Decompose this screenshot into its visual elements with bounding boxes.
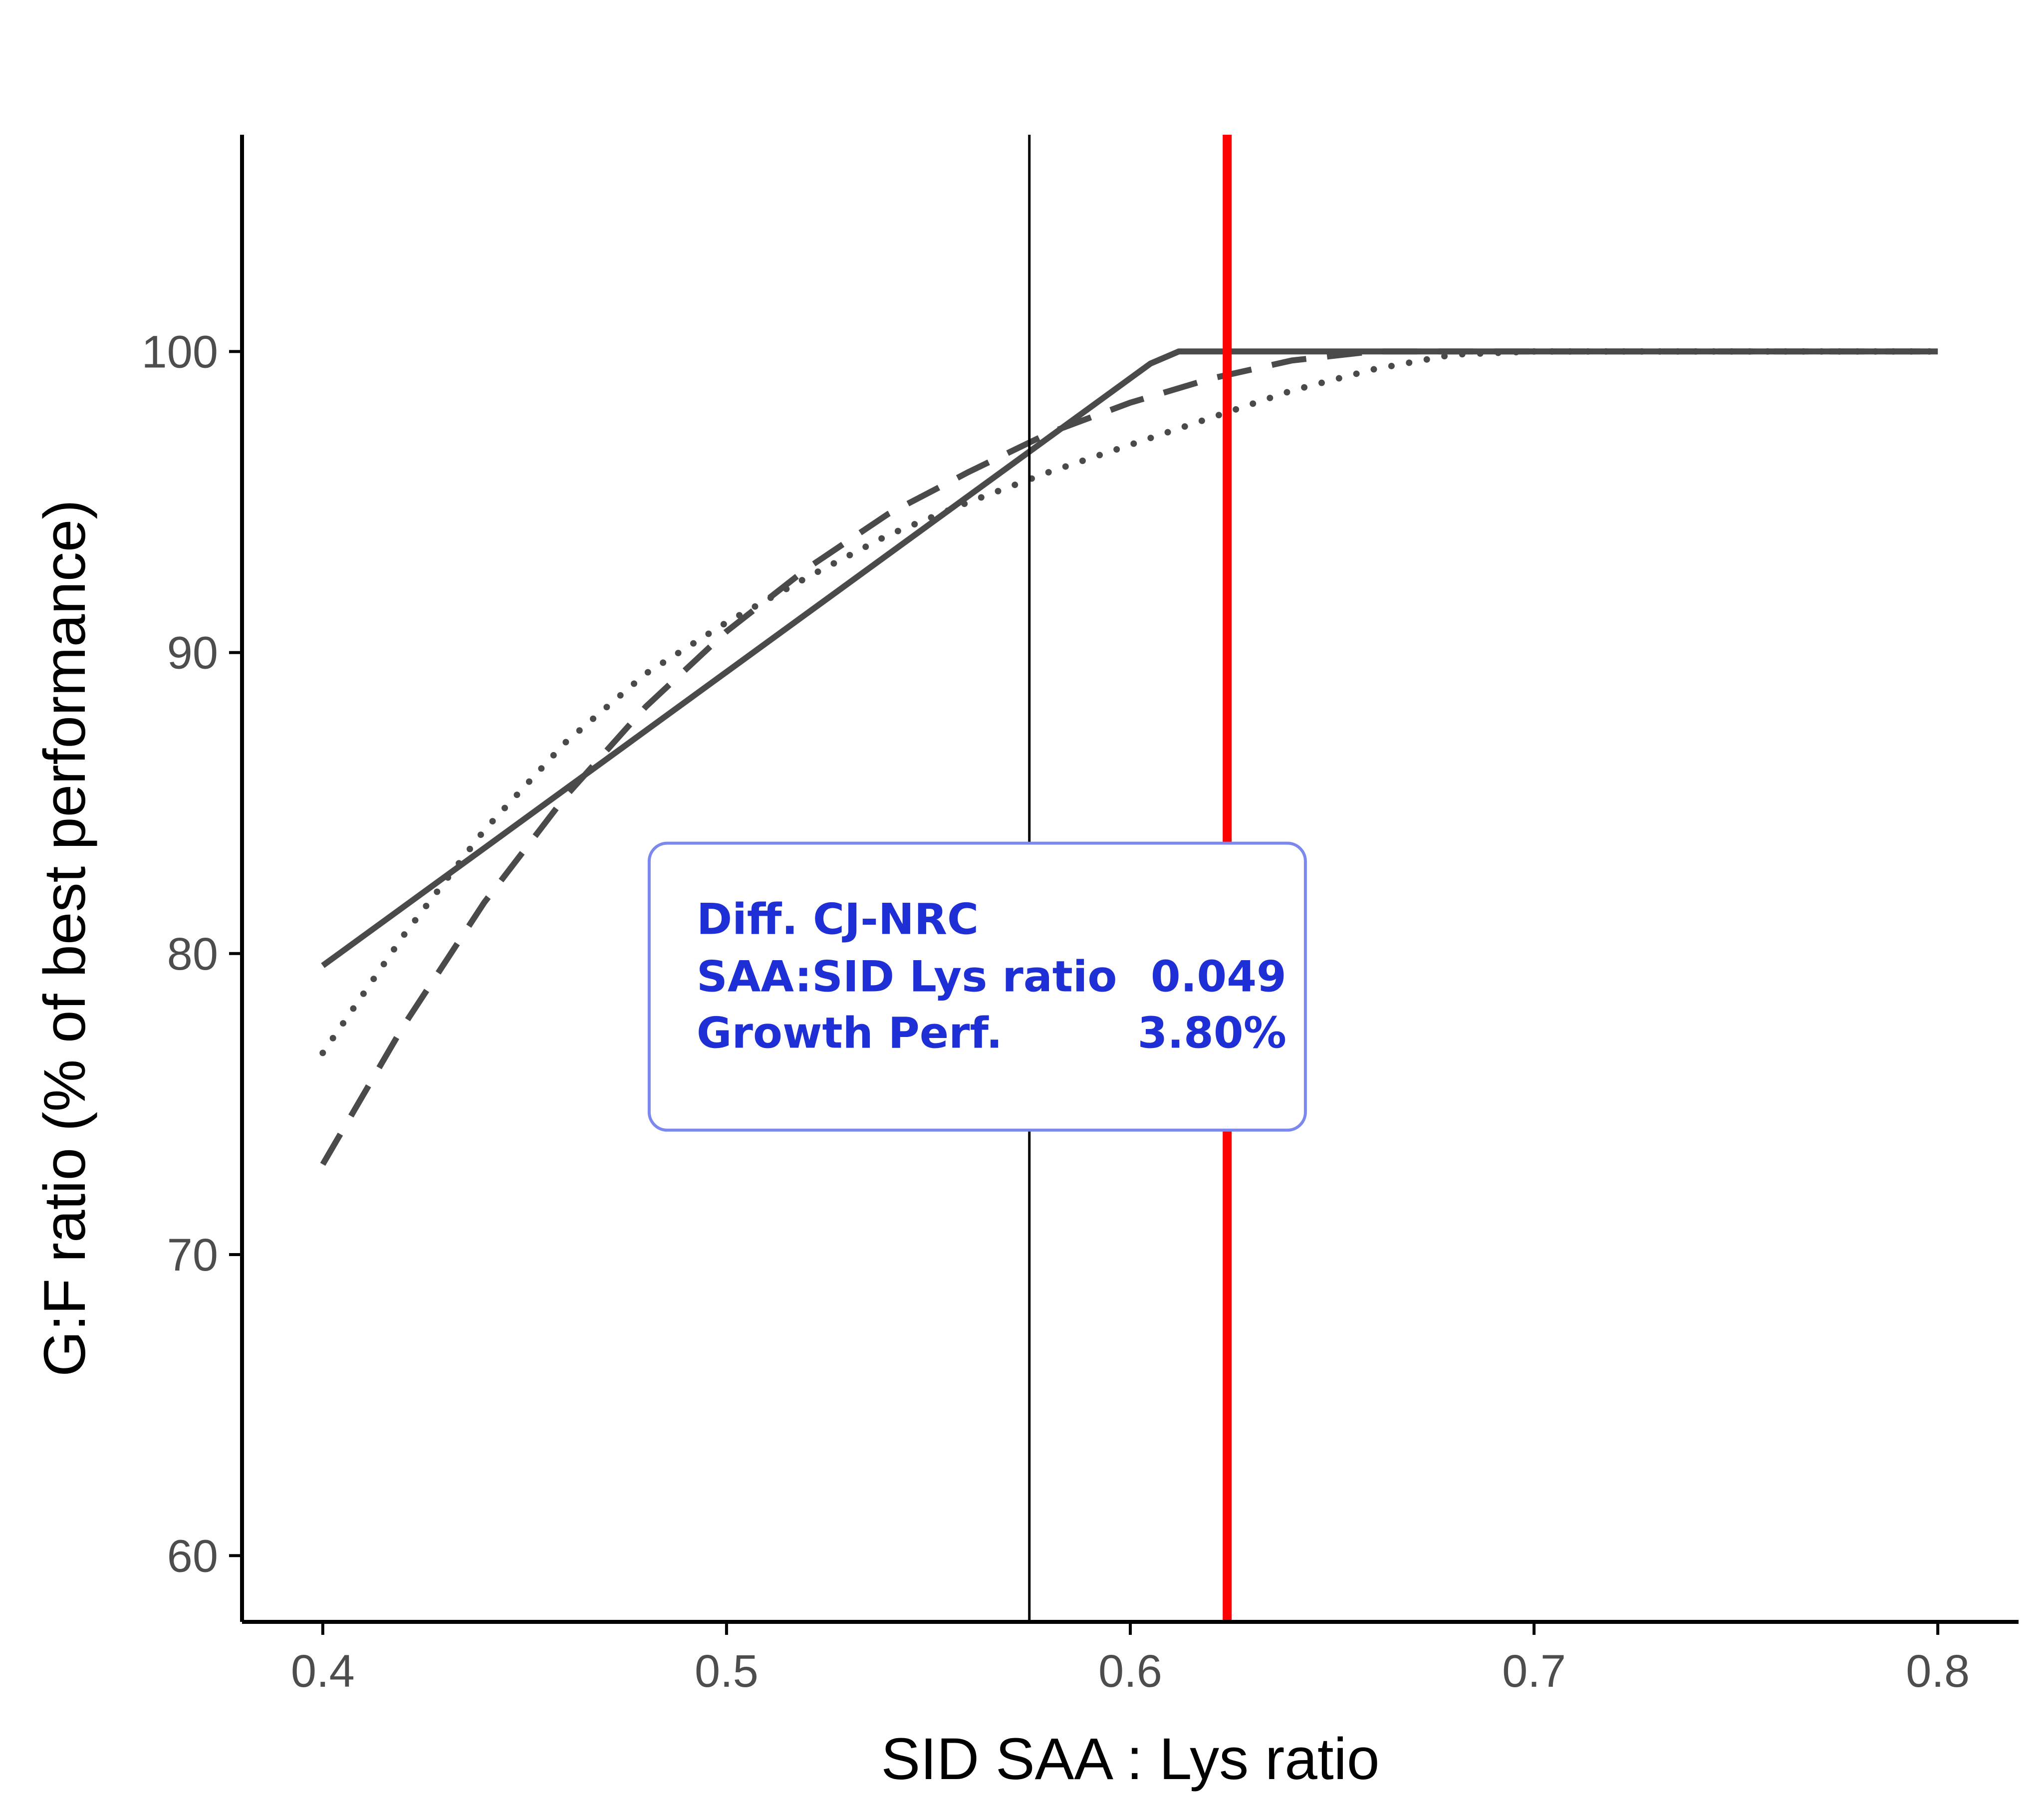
series-line-dashed — [320, 348, 1938, 1166]
y-tick-label: 80 — [167, 929, 218, 980]
x-axis-title: SID SAA : Lys ratio — [881, 1726, 1379, 1792]
annotation-box: Diff. CJ-NRC SAA:SID Lys ratio 0.049 Gro… — [647, 841, 1307, 1132]
x-tick-label: 0.8 — [1906, 1646, 1970, 1697]
x-tick-label: 0.6 — [1098, 1646, 1162, 1697]
x-tick-label: 0.4 — [291, 1646, 355, 1697]
y-tick-label: 90 — [167, 628, 218, 679]
y-axis-ticks: 60 70 80 90 100 — [142, 326, 242, 1581]
y-tick-label: 60 — [167, 1531, 218, 1581]
annotation-title: Diff. CJ-NRC — [697, 895, 979, 945]
annotation-row-label: SAA:SID Lys ratio — [697, 952, 1117, 1002]
x-tick-label: 0.7 — [1502, 1646, 1566, 1697]
series-line-dotted — [319, 348, 1941, 1056]
y-tick-label: 70 — [167, 1230, 218, 1281]
annotation-row-value: 0.049 — [1151, 952, 1286, 1002]
annotation-row-label: Growth Perf. — [697, 1009, 1003, 1058]
y-axis-title: G:F ratio (% of best performance) — [32, 500, 98, 1377]
annotation-border — [647, 841, 1307, 1132]
x-axis-ticks: 0.4 0.5 0.6 0.7 0.8 — [291, 1622, 1970, 1697]
y-tick-label: 100 — [142, 326, 219, 377]
series-layer — [319, 348, 1941, 1166]
x-tick-label: 0.5 — [695, 1646, 759, 1697]
annotation-row-value: 3.80% — [1138, 1009, 1286, 1058]
